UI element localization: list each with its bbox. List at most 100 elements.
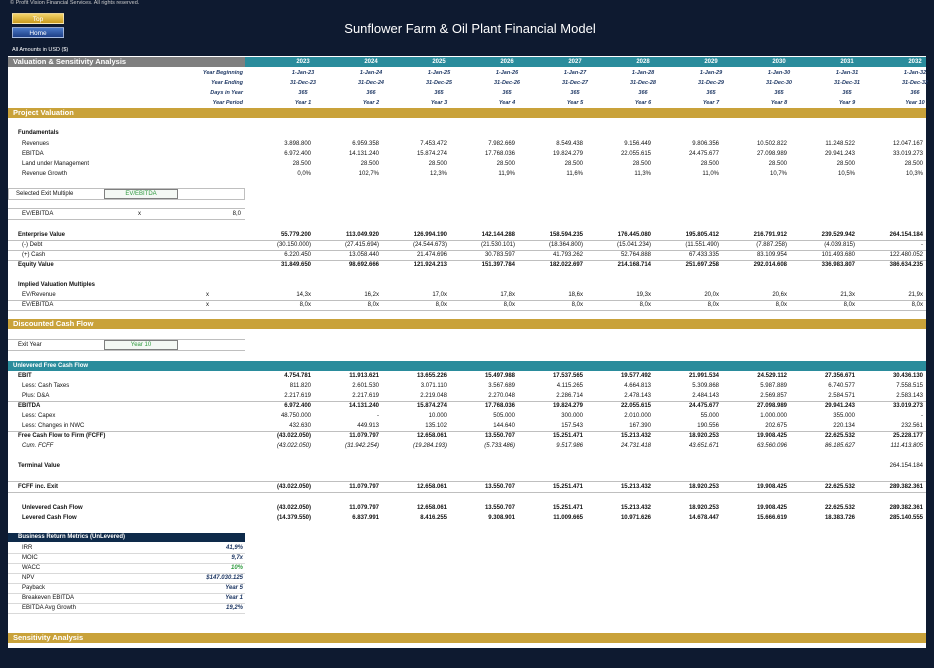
cell: (43.022.050): [276, 505, 311, 511]
cell: (31.942.254): [344, 443, 379, 449]
cell: (19.284.193): [412, 443, 447, 449]
timeline-cell: Year 1: [294, 100, 312, 106]
cell: 30.436.130: [892, 373, 923, 379]
row-line: [8, 250, 926, 251]
cell: 11,3%: [634, 171, 651, 177]
row-label: Revenues: [22, 141, 50, 147]
cell: 18.920.253: [688, 484, 719, 490]
metric-row: [8, 554, 245, 564]
cell: 4.664.813: [624, 383, 651, 389]
cell: 449.913: [357, 423, 379, 429]
cell: 6.220.450: [284, 252, 311, 258]
cell: 10,5%: [837, 171, 855, 177]
cell: 12.047.167: [892, 141, 923, 147]
cell: 11.079.797: [349, 433, 379, 439]
timeline-cell: 1-Jan-30: [767, 70, 791, 76]
cell: -: [921, 413, 923, 419]
row-line: [8, 260, 926, 261]
cell: 19.908.425: [756, 505, 787, 511]
timeline-cell: 1-Jan-28: [631, 70, 655, 76]
year: 2026: [500, 59, 514, 65]
cell: 0,0%: [297, 171, 311, 177]
cell: 111.413.805: [890, 443, 923, 449]
timeline-label: Days in Year: [210, 90, 243, 96]
cell: 2.569.857: [760, 393, 787, 399]
year: 2029: [704, 59, 718, 65]
cell: 28.500: [428, 161, 447, 167]
metric-row: [8, 574, 245, 584]
metric-row: [8, 584, 245, 594]
cell: 55.000: [700, 413, 719, 419]
cell: 28.500: [632, 161, 651, 167]
cell: 16,2x: [364, 292, 379, 298]
cell: 167.390: [629, 423, 651, 429]
cell: 22.625.532: [824, 505, 855, 511]
subtitle: Fundamentals: [18, 130, 59, 136]
cell: 251.697.258: [685, 262, 719, 268]
copyright: © Profit Vision Financial Services. All …: [10, 0, 140, 6]
cell: 19.908.425: [756, 484, 787, 490]
year: 2024: [364, 59, 378, 65]
input-label: Selected Exit Multiple: [16, 191, 74, 197]
cell: 3.567.689: [488, 383, 515, 389]
cell: 289.382.361: [889, 505, 923, 511]
section-bar: Project Valuation: [8, 108, 926, 118]
cell: 8,0x: [707, 302, 719, 308]
cell: 10.000: [428, 413, 447, 419]
cell: (30.150.000): [276, 242, 311, 248]
timeline-label: Year Period: [212, 100, 243, 106]
metric-label: MOIC: [22, 555, 38, 561]
cell: 432.630: [289, 423, 311, 429]
cell: 8,0x: [435, 302, 447, 308]
cell: 10.502.822: [756, 141, 787, 147]
timeline-label: Year Ending: [211, 80, 243, 86]
row-label: Revenue Growth: [22, 171, 68, 177]
row-line: [8, 300, 926, 301]
row-label: (+) Cash: [22, 252, 46, 258]
cell: 126.994.190: [413, 232, 447, 238]
cell: 14.678.447: [688, 515, 719, 521]
cell: 52.764.888: [620, 252, 651, 258]
timeline-cell: 31-Dec-27: [562, 80, 588, 86]
timeline-cell: 365: [502, 90, 512, 96]
cell: 22.055.615: [620, 403, 651, 409]
section-bar: Sensitivity Analysis: [8, 633, 926, 643]
cell: 2.484.143: [692, 393, 719, 399]
cell: (24.544.673): [412, 242, 447, 248]
cell: 2.010.000: [624, 413, 651, 419]
cell: 25.228.177: [892, 433, 923, 439]
cell: 2.217.619: [284, 393, 311, 399]
cell: 14.131.240: [348, 151, 379, 157]
cell: 102,7%: [358, 171, 379, 177]
home-button[interactable]: Home: [12, 27, 64, 38]
year: 2023: [296, 59, 310, 65]
cell: 8,0x: [911, 302, 923, 308]
cell: (5.733.486): [484, 443, 515, 449]
cell: 15.213.432: [620, 505, 651, 511]
cell: (27.415.694): [344, 242, 379, 248]
timeline-label: Year Beginning: [202, 70, 243, 76]
cell: 12,3%: [429, 171, 447, 177]
top-button[interactable]: Top: [12, 13, 64, 24]
cell: (15.041.234): [616, 242, 651, 248]
cell: 8,0x: [299, 302, 311, 308]
cell: 6.837.991: [352, 515, 379, 521]
cell: 31.849.650: [280, 262, 311, 268]
cell: 2.286.714: [556, 393, 583, 399]
cell: 13.550.707: [484, 433, 515, 439]
cell: 11,9%: [498, 171, 515, 177]
cell: 11,0%: [702, 171, 719, 177]
year-bar: [245, 57, 926, 67]
cell: 216.791.912: [753, 232, 787, 238]
metrics-header: Business Return Metrics (UnLevered): [8, 533, 245, 542]
row-label: Terminal Value: [18, 463, 60, 469]
year: 2032: [908, 59, 922, 65]
cell: 63.560.096: [756, 443, 787, 449]
row-unit: x: [206, 302, 209, 308]
metric-value: 41,9%: [225, 545, 243, 551]
cell: 5.309.868: [692, 383, 719, 389]
cell: 355.000: [833, 413, 855, 419]
cell: 158.594.235: [549, 232, 583, 238]
cell: (21.530.101): [480, 242, 515, 248]
cell: 6.972.400: [284, 151, 311, 157]
